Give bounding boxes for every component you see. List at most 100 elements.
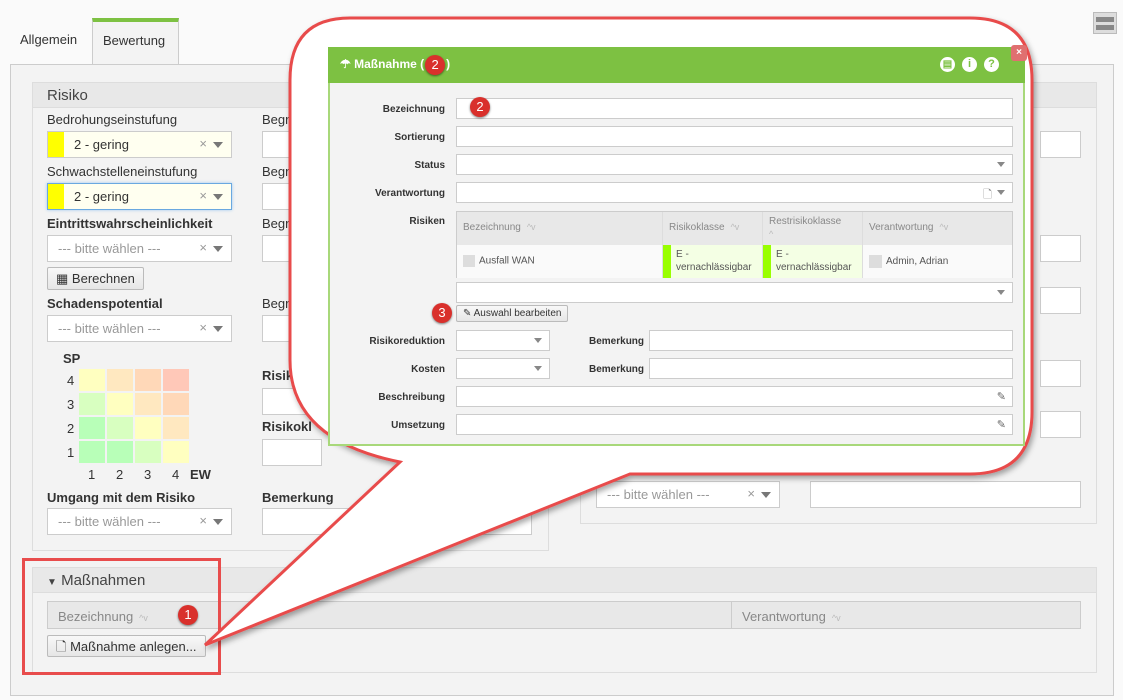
umbrella-icon: ☂	[340, 57, 351, 71]
chevron-down-icon[interactable]	[213, 519, 223, 525]
sort-icon[interactable]: ^v	[831, 613, 841, 623]
chevron-down-icon[interactable]	[761, 492, 771, 498]
dialog-status-select[interactable]	[456, 154, 1013, 175]
matrix-cell	[163, 441, 189, 463]
chevron-down-icon[interactable]	[534, 366, 542, 371]
massnahme-anlegen-button[interactable]: 🗋 Maßnahme anlegen...	[47, 635, 206, 657]
dialog-sortierung-input[interactable]	[456, 126, 1013, 147]
right-text-input[interactable]	[810, 481, 1081, 508]
schwachstelle-select[interactable]: 2 - gering ×	[47, 183, 232, 210]
pdf-icon[interactable]: ▤	[940, 57, 955, 72]
matrix-xlabel: EW	[190, 467, 211, 482]
matrix-col-label: 2	[116, 467, 124, 482]
sort-icon[interactable]: ^v	[730, 222, 740, 232]
clear-icon[interactable]: ×	[199, 513, 207, 528]
matrix-row-label: 4	[67, 373, 75, 388]
risikoklasse-input[interactable]	[262, 439, 322, 466]
risikoreduktion-bemerkung-input[interactable]	[649, 330, 1013, 351]
matrix-ylabel: SP	[63, 351, 81, 366]
begruendung-label: Begr	[262, 112, 290, 127]
matrix-cell	[135, 369, 161, 391]
clear-icon[interactable]: ×	[199, 188, 207, 203]
clear-icon[interactable]: ×	[199, 240, 207, 255]
tab-allgemein[interactable]: Allgemein	[20, 32, 78, 47]
risikoklasse-cell: E - vernachlässigbar	[663, 245, 763, 278]
sort-icon[interactable]: ^	[769, 229, 774, 239]
sort-icon[interactable]: ^v	[939, 222, 949, 232]
matrix-cell	[79, 393, 105, 415]
dialog-umsetzung-label: Umsetzung	[391, 420, 445, 431]
massnahmen-header[interactable]: ▼ Maßnahmen	[33, 568, 1096, 593]
bedrohung-label: Bedrohungseinstufung	[47, 112, 178, 127]
clear-icon[interactable]: ×	[199, 320, 207, 335]
clear-icon[interactable]: ×	[199, 136, 207, 151]
matrix-row-label: 2	[67, 421, 75, 436]
edit-icon: ✎	[463, 308, 472, 319]
right-select[interactable]: --- bitte wählen --- ×	[596, 481, 780, 508]
dialog-verantwortung-select[interactable]: 🗋	[456, 182, 1013, 203]
sort-icon[interactable]: ^v	[526, 222, 536, 232]
new-document-icon[interactable]: 🗋	[983, 189, 992, 201]
risikoreduktion-select[interactable]	[456, 330, 550, 351]
right-input[interactable]	[1040, 287, 1081, 314]
chevron-down-icon[interactable]	[213, 246, 223, 252]
dialog-bezeichnung-input[interactable]	[456, 98, 1013, 119]
menu-icon	[1096, 17, 1114, 22]
matrix-cell	[163, 417, 189, 439]
right-input[interactable]	[1040, 131, 1081, 158]
chevron-down-icon[interactable]	[997, 290, 1005, 295]
matrix-col-label: 1	[88, 467, 96, 482]
dialog-verantwortung-label: Verantwortung	[374, 188, 445, 199]
tab-bewertung[interactable]: Bewertung	[92, 18, 179, 65]
help-icon[interactable]: ?	[984, 57, 999, 72]
column-risikoklasse[interactable]: Risikoklasse ^v	[663, 212, 763, 245]
sort-icon[interactable]: ^v	[139, 613, 148, 623]
matrix-cell	[135, 441, 161, 463]
bedrohung-select[interactable]: 2 - gering ×	[47, 131, 232, 158]
dialog-bemerkung-label: Bemerkung	[589, 336, 645, 347]
right-input[interactable]	[1040, 360, 1081, 387]
clear-icon[interactable]: ×	[747, 486, 755, 501]
edit-icon[interactable]: ✎	[996, 391, 1006, 403]
close-icon[interactable]: ×	[1011, 45, 1027, 61]
chevron-down-icon[interactable]	[213, 326, 223, 332]
column-verantwortung[interactable]: Verantwortung ^v	[731, 602, 851, 628]
risiken-table: Bezeichnung ^v Risikoklasse ^v Restrisikok…	[456, 211, 1013, 278]
chevron-down-icon[interactable]	[213, 194, 223, 200]
chevron-down-icon[interactable]	[534, 338, 542, 343]
kosten-select[interactable]	[456, 358, 550, 379]
risiken-add-select[interactable]	[456, 282, 1013, 303]
dialog-status-label: Status	[414, 160, 445, 171]
right-input[interactable]	[1040, 235, 1081, 262]
umgang-select[interactable]: --- bitte wählen --- ×	[47, 508, 232, 535]
chevron-down-icon[interactable]	[997, 162, 1005, 167]
right-input[interactable]	[1040, 411, 1081, 438]
dialog-beschreibung-label: Beschreibung	[378, 392, 445, 403]
column-restrisikoklasse[interactable]: Restrisikoklasse ^	[763, 212, 863, 245]
begruendung-label: Begr	[262, 296, 290, 311]
highlight-box	[22, 558, 221, 675]
beschreibung-input[interactable]: ✎	[456, 386, 1013, 407]
umsetzung-input[interactable]: ✎	[456, 414, 1013, 435]
column-verantwortung[interactable]: Verantwortung ^v	[869, 222, 949, 233]
kosten-bemerkung-input[interactable]	[649, 358, 1013, 379]
step-badge-1: 1	[178, 605, 198, 625]
edit-icon[interactable]: ✎	[996, 419, 1006, 431]
eintritt-select[interactable]: --- bitte wählen --- ×	[47, 235, 232, 262]
column-bezeichnung[interactable]: Bezeichnung ^v	[457, 212, 663, 245]
chevron-down-icon[interactable]	[997, 190, 1005, 195]
schaden-select[interactable]: --- bitte wählen --- ×	[47, 315, 232, 342]
restrisikoklasse-cell: E - vernachlässigbar	[763, 245, 863, 278]
matrix-cell	[163, 369, 189, 391]
menu-toggle-button[interactable]	[1093, 12, 1117, 34]
column-bezeichnung[interactable]: Bezeichnung ^v	[58, 609, 148, 624]
auswahl-bearbeiten-button[interactable]: ✎ Auswahl bearbeiten	[456, 305, 569, 322]
chevron-down-icon[interactable]	[213, 142, 223, 148]
matrix-cell	[107, 441, 133, 463]
risiko-label: Risik	[262, 368, 294, 383]
step-badge-2: 2	[470, 97, 490, 117]
info-icon[interactable]: i	[962, 57, 977, 72]
dialog-risiken-label: Risiken	[409, 216, 445, 227]
berechnen-button[interactable]: ▦ Berechnen	[47, 267, 144, 290]
matrix-cell	[135, 417, 161, 439]
